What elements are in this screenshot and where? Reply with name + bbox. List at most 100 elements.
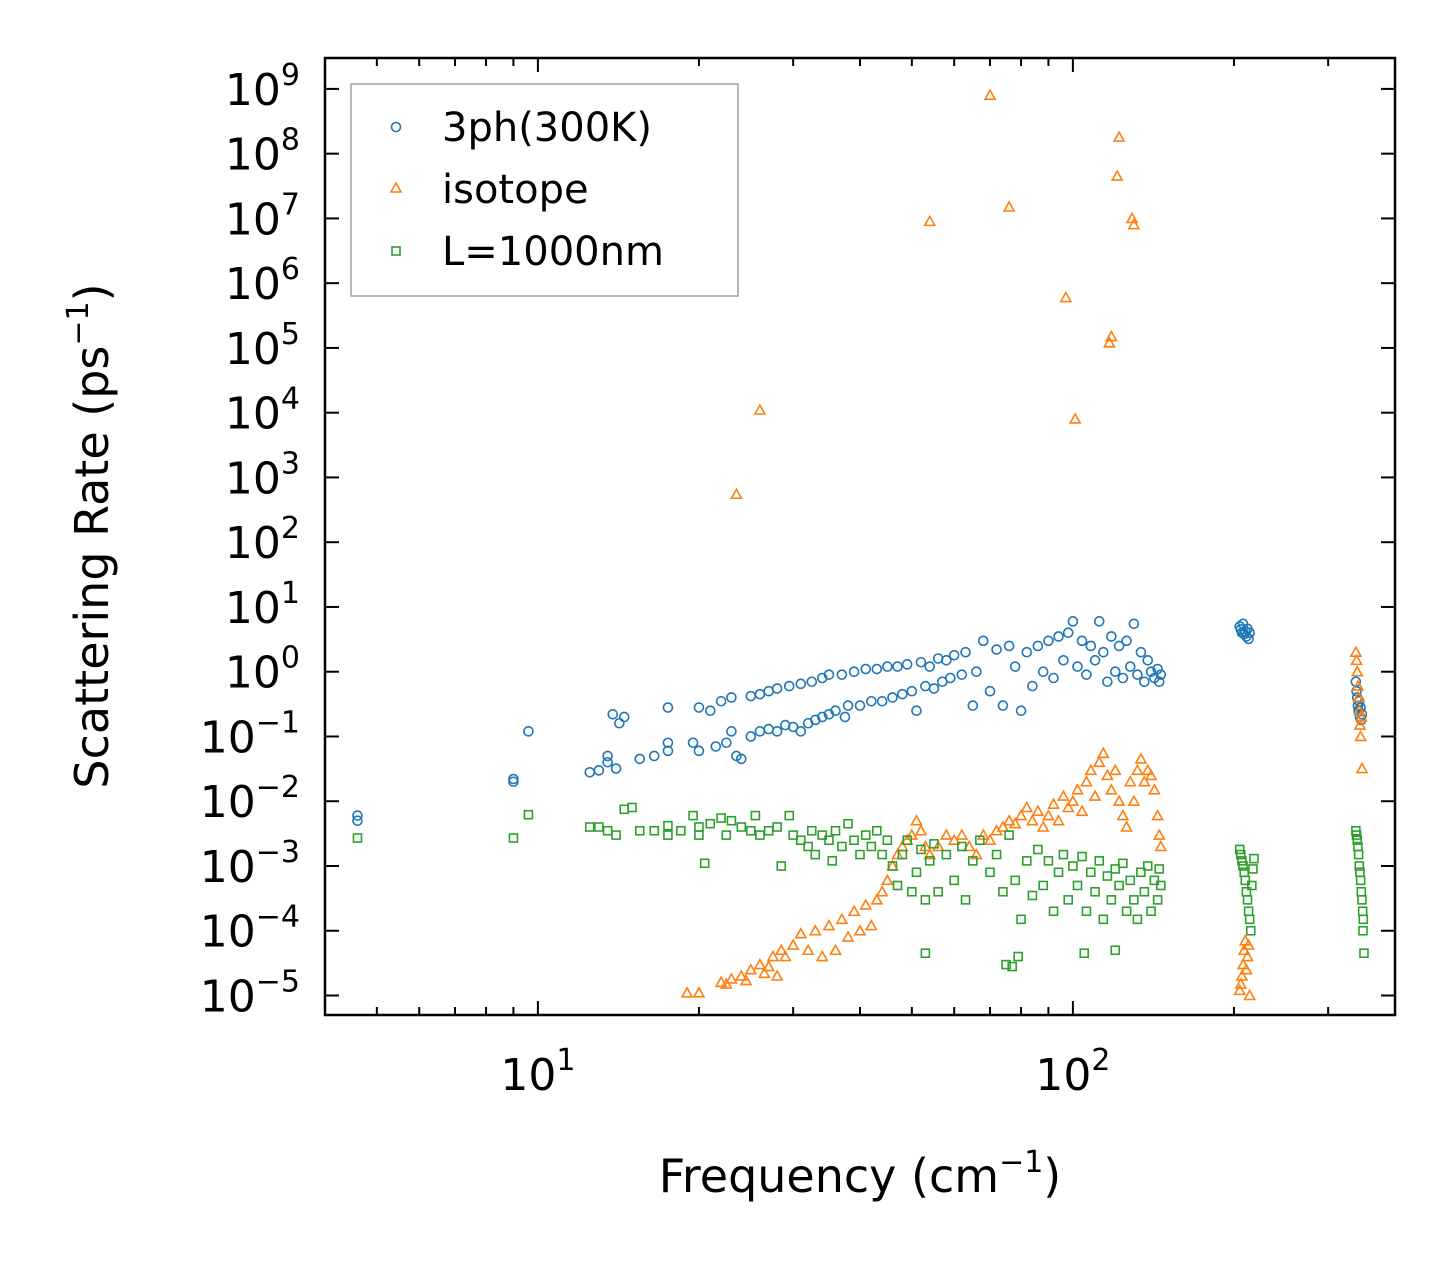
- data-point: [1043, 635, 1054, 647]
- data-point: [983, 88, 997, 100]
- data-point: [1007, 961, 1017, 972]
- data-point: [1238, 861, 1248, 871]
- data-point: [945, 672, 956, 684]
- data-point: [1008, 817, 1022, 829]
- series-2: [352, 802, 1369, 972]
- data-point: [1062, 627, 1074, 639]
- data-point: [1104, 783, 1118, 795]
- data-point: [915, 656, 927, 668]
- series-0: [352, 616, 1368, 827]
- data-point: [803, 841, 813, 852]
- data-point: [736, 822, 747, 832]
- data-point: [610, 763, 622, 774]
- data-point: [864, 918, 878, 931]
- data-point: [968, 856, 978, 866]
- data-point: [1109, 666, 1121, 678]
- data-point: [1156, 880, 1166, 891]
- data-point: [1245, 925, 1256, 936]
- data-point: [1057, 789, 1070, 801]
- data-point: [1137, 775, 1151, 787]
- data-point: [815, 949, 829, 962]
- data-point: [1114, 880, 1124, 891]
- data-point: [1353, 718, 1367, 730]
- data-point: [849, 835, 859, 846]
- data-point: [1123, 775, 1137, 787]
- data-point: [806, 676, 818, 688]
- data-point: [726, 815, 737, 826]
- data-point: [860, 663, 872, 675]
- data-point: [1002, 200, 1016, 212]
- data-point: [923, 214, 937, 227]
- data-point: [688, 810, 698, 821]
- data-point: [1014, 808, 1028, 821]
- data-point: [649, 825, 660, 836]
- data-point: [1020, 800, 1034, 813]
- y-axis-label: Scattering Rate (ps−1): [61, 283, 119, 788]
- data-point: [1351, 830, 1362, 840]
- data-point: [1352, 690, 1365, 703]
- data-point: [783, 680, 795, 692]
- data-point: [860, 830, 871, 840]
- data-point: [842, 700, 854, 711]
- data-point: [892, 661, 903, 672]
- data-point: [1142, 861, 1153, 871]
- data-point: [634, 825, 645, 836]
- data-point: [663, 830, 673, 840]
- data-point: [949, 875, 960, 886]
- data-point: [508, 833, 519, 843]
- legend-label-l1000nm: L=1000nm: [442, 229, 664, 275]
- data-point: [906, 685, 918, 697]
- data-point: [983, 833, 997, 846]
- data-point: [956, 669, 968, 680]
- data-point: [841, 930, 855, 942]
- data-point: [1096, 746, 1110, 759]
- data-point: [1234, 977, 1248, 989]
- data-point: [1132, 914, 1143, 925]
- data-point: [897, 688, 908, 700]
- data-point: [1354, 729, 1367, 742]
- data-point: [991, 644, 1002, 655]
- data-point: [948, 649, 960, 661]
- data-point: [753, 957, 767, 970]
- data-point: [1043, 856, 1054, 866]
- x-axis-label: Frequency (cm−1): [659, 1145, 1062, 1203]
- data-point: [795, 835, 806, 846]
- data-point: [1131, 763, 1144, 776]
- legend-frame: [350, 83, 739, 297]
- data-point: [1098, 914, 1109, 925]
- data-point: [788, 830, 798, 840]
- y-tick-label: 108: [225, 123, 300, 181]
- data-point: [1052, 814, 1065, 826]
- data-point: [967, 700, 979, 711]
- data-point: [687, 737, 699, 749]
- data-point: [1247, 880, 1257, 891]
- data-point: [1009, 661, 1021, 672]
- data-point: [1110, 864, 1121, 874]
- data-point: [1154, 839, 1168, 852]
- data-point: [997, 700, 1009, 711]
- data-point: [1071, 783, 1084, 795]
- data-point: [1237, 856, 1247, 866]
- data-point: [757, 966, 771, 979]
- data-point: [1110, 945, 1121, 956]
- data-point: [508, 776, 519, 788]
- data-point: [1116, 808, 1130, 821]
- data-point: [1001, 959, 1011, 970]
- data-point: [714, 975, 728, 988]
- data-point: [1152, 663, 1163, 675]
- data-point: [771, 683, 783, 694]
- data-point: [745, 825, 756, 836]
- data-point: [1021, 856, 1032, 866]
- data-point: [1242, 895, 1253, 905]
- data-point: [770, 969, 784, 981]
- data-point: [1236, 849, 1246, 860]
- data-point: [1358, 914, 1369, 925]
- data-point: [1153, 676, 1165, 688]
- data-point: [523, 726, 534, 737]
- data-point: [1033, 844, 1043, 855]
- data-point: [1244, 914, 1255, 925]
- data-point: [907, 886, 917, 897]
- data-point: [662, 745, 674, 757]
- data-point: [933, 886, 943, 897]
- data-point: [1354, 861, 1365, 871]
